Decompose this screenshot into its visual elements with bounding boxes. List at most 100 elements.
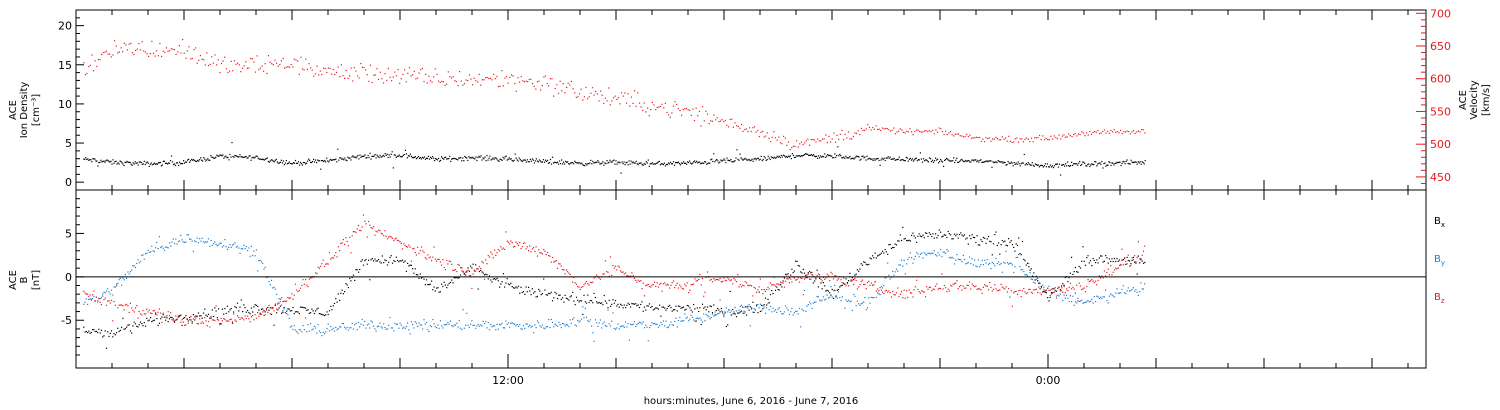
velocity-point (1089, 130, 1091, 133)
density-point (757, 157, 759, 159)
bz-point (336, 256, 338, 258)
density-point (859, 159, 861, 161)
velocity-point (243, 65, 245, 67)
density-point (919, 152, 921, 154)
density-axis-label-3: [cm⁻³] (31, 94, 42, 126)
by-point (657, 326, 659, 328)
bz-point (866, 281, 869, 284)
bz-point (1055, 297, 1058, 299)
bz-point (911, 292, 913, 294)
density-point (517, 160, 519, 162)
bz-point (1071, 288, 1073, 290)
density-point (957, 161, 959, 163)
bz-point (1066, 288, 1068, 290)
by-point (710, 317, 712, 319)
bx-point (423, 278, 425, 280)
density-point (1029, 164, 1031, 166)
density-point (473, 157, 475, 160)
density-point (483, 158, 485, 160)
by-point (161, 245, 163, 248)
by-point (805, 310, 807, 312)
by-point (1098, 297, 1100, 299)
bz-point (182, 321, 184, 323)
bz-point (960, 284, 962, 287)
density-point (1060, 174, 1062, 176)
bx-point (487, 278, 489, 280)
velocity-point (1142, 129, 1144, 131)
bz-point (1091, 279, 1093, 281)
velocity-point (653, 104, 655, 106)
bz-point (376, 231, 378, 233)
bz-point (369, 224, 371, 226)
velocity-point (1082, 132, 1084, 134)
bz-point (691, 284, 693, 286)
density-point (641, 164, 643, 166)
density-point (882, 158, 884, 161)
density-point (374, 154, 376, 156)
bx-point (368, 259, 370, 261)
bx-point (792, 272, 794, 274)
velocity-point (967, 135, 969, 138)
bx-point (963, 234, 966, 236)
density-point (871, 158, 873, 160)
bz-point (947, 288, 949, 290)
density-point (484, 156, 486, 158)
density-point (953, 157, 955, 159)
by-point (1121, 288, 1123, 291)
by-point (224, 239, 226, 241)
bz-point (158, 308, 160, 310)
bz-point (274, 303, 276, 305)
density-point (610, 161, 612, 163)
velocity-point (784, 137, 786, 139)
density-point (293, 162, 296, 164)
density-point (906, 157, 908, 159)
bz-point (922, 291, 924, 293)
bz-point (303, 283, 305, 285)
density-point (250, 159, 252, 161)
density-point (847, 157, 849, 159)
velocity-point (1008, 135, 1010, 137)
bz-point (1048, 289, 1050, 291)
bz-point (502, 247, 504, 249)
bz-point (957, 288, 959, 290)
density-point (113, 162, 115, 164)
density-point (530, 160, 532, 162)
density-point (115, 160, 117, 162)
velocity-point (993, 138, 995, 140)
by-point (588, 321, 590, 323)
velocity-point (1017, 141, 1020, 143)
density-point (1092, 163, 1094, 166)
velocity-point (1026, 137, 1028, 139)
by-point (281, 304, 283, 306)
density-point (705, 161, 707, 163)
bx-point (950, 234, 952, 236)
density-point (586, 164, 588, 166)
by-point (923, 252, 925, 254)
by-point (268, 281, 270, 283)
velocity-point (1120, 129, 1122, 132)
density-point (1108, 161, 1110, 163)
velocity-point (326, 71, 328, 73)
velocity-point (1055, 137, 1057, 139)
bx-point (574, 304, 576, 306)
by-point (665, 320, 667, 322)
density-point (585, 163, 587, 165)
density-point (118, 163, 120, 165)
velocity-point (216, 64, 218, 66)
bz-point (1062, 291, 1064, 293)
bz-point (534, 250, 536, 253)
bz-point (490, 251, 492, 253)
by-point (205, 241, 207, 243)
by-point (565, 324, 567, 326)
bz-point (884, 290, 886, 292)
bz-point (854, 277, 856, 280)
density-point (338, 159, 340, 161)
density-point (315, 159, 317, 161)
bz-point (218, 319, 220, 321)
density-point (920, 158, 922, 160)
velocity-point (509, 76, 511, 79)
bx-point (350, 280, 352, 282)
bz-point (468, 275, 470, 277)
velocity-point (684, 108, 686, 110)
by-point (878, 293, 880, 295)
